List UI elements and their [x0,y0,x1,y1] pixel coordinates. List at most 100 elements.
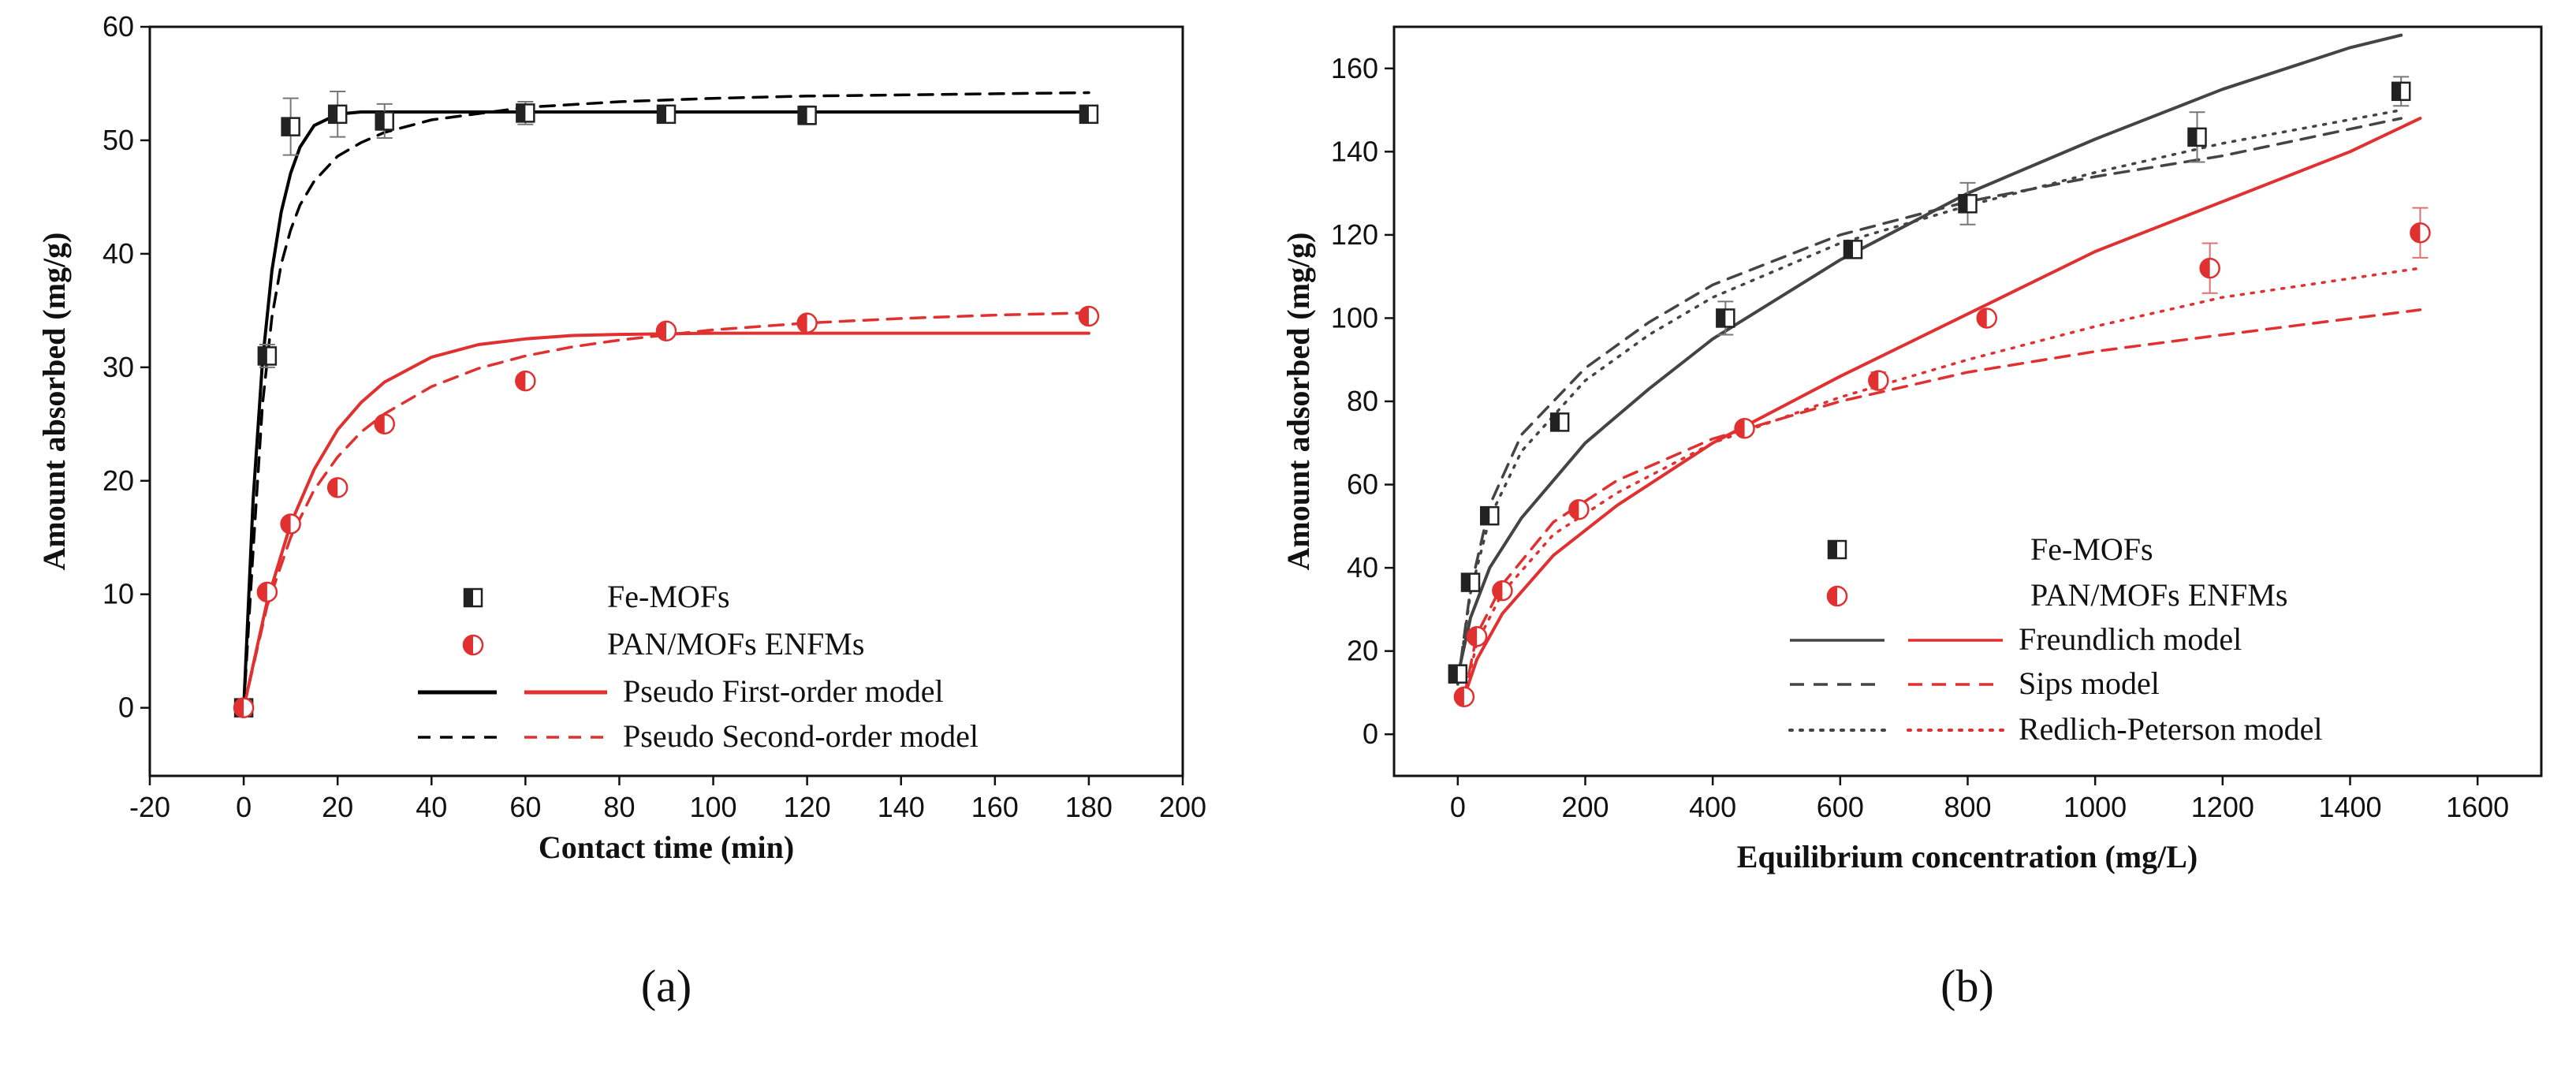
chart-b-xtick-label: 1200 [2191,791,2254,823]
legend-b-symbol-pan-mofs [1826,585,1848,607]
chart-a-point-fe-mofs [327,104,348,125]
legend-a-entry-pan-mofs: PAN/MOFs ENFMs [462,626,864,662]
legend-a-symbol-fe-mofs [463,587,483,608]
chart-b-xtick-label: 1000 [2063,791,2127,823]
chart-b-point-fe-mofs [1549,412,1570,432]
legend-a-label-second-order: Pseudo Second-order model [623,718,979,754]
caption-a: (a) [641,960,692,1012]
chart-b-model-dotted-fe-mofs [1456,108,2403,686]
chart-a-ytick-label: 10 [103,578,134,610]
chart-b-point-fe-mofs [2187,127,2207,147]
legend-a-marker-fe-mofs [463,587,483,608]
legend-b-label-pan-mofs: PAN/MOFs ENFMs [2030,577,2287,613]
chart-b-point-pan-mofs [1568,498,1590,520]
chart-a-ytick-label: 50 [103,124,134,156]
chart-b-xtick-label: 600 [1817,791,1864,823]
chart-b-point-pan-mofs [1976,308,1997,329]
chart-b-ytick-label: 40 [1347,551,1378,583]
chart-a-model-dashed-fe-mofs [242,91,1090,710]
chart-b-model-solid-fe-mofs [1456,33,2403,678]
chart-a-point-pan-mofs [280,513,301,535]
chart-b-model-dashed-pan-mofs [1463,308,2422,699]
legend-b-entry-fe-mofs: Fe-MOFs [1827,531,2153,567]
chart-a-point-fe-mofs [516,103,535,123]
chart-b-ytick-label: 0 [1363,718,1378,750]
chart-b-xtick-label: 1600 [2446,791,2509,823]
chart-b-point-pan-mofs [2199,257,2220,279]
chart-b-xtick-label: 400 [1689,791,1736,823]
legend-a-symbol-pan-mofs [462,634,484,656]
chart-a-point-pan-mofs [796,312,818,334]
chart-a-xtick-label: 200 [1159,791,1206,823]
chart-b-ytick-label: 100 [1331,301,1378,334]
chart-b-point-pan-mofs [2410,222,2431,244]
chart-a-xtick-label: 0 [236,791,252,823]
legend-b-entry-pan-mofs: PAN/MOFs ENFMs [1826,577,2287,613]
chart-a-xtick-label: 20 [322,791,353,823]
chart-a-xtick-label: 140 [878,791,925,823]
legend-b-marker-fe-mofs [1827,539,1847,560]
chart-a-point-fe-mofs [1079,104,1099,125]
chart-a: -20 0 20 40 60 80 100 120 140 160 180 200 0 10 20 30 40 5… [36,10,1206,1012]
chart-a-point-fe-mofs [375,111,394,131]
legend-a-label-first-order: Pseudo First-order model [623,673,944,709]
chart-a-xtick-label: 100 [690,791,737,823]
chart-a-xtick-label: 80 [603,791,635,823]
chart-a-xtick-label: 180 [1065,791,1113,823]
chart-b-point-fe-mofs [1843,240,1863,259]
chart-a-point-fe-mofs [257,346,278,366]
legend-a-label-fe-mofs: Fe-MOFs [607,579,730,614]
chart-a-xtick-label: 60 [509,791,541,823]
chart-a-point-fe-mofs [656,104,677,125]
chart-b-ylabel: Amount adsorbed (mg/g) [1281,233,1316,571]
chart-a-ytick-label: 40 [103,237,134,270]
chart-a-model-dashed-pan-mofs [242,311,1090,710]
chart-a-ylabel: Amount absorbed (mg/g) [36,233,72,571]
legend-b-label-fe-mofs: Fe-MOFs [2030,531,2153,567]
chart-b-model-solid-pan-mofs [1462,117,2422,699]
chart-b-point-pan-mofs [1453,686,1475,707]
chart-a-point-pan-mofs [1078,305,1100,327]
chart-b-point-pan-mofs [1466,625,1488,647]
chart-a-frame [148,25,1184,777]
legend-a-label-pan-mofs: PAN/MOFs ENFMs [607,626,864,662]
chart-a-legend: Fe-MOFs PAN/MOFs ENFMs Pseudo First-orde… [418,579,979,754]
chart-b-ytick-label: 60 [1347,468,1378,501]
chart-a-point-pan-mofs [655,320,677,342]
chart-a-ytick-label: 60 [103,10,134,43]
chart-b-point-fe-mofs [1460,572,1481,592]
legend-a-entry-fe-mofs: Fe-MOFs [463,579,730,614]
chart-b-point-pan-mofs [1734,418,1755,439]
chart-b-point-fe-mofs [1958,194,1978,214]
legend-b-marker-pan-mofs [1826,585,1848,607]
chart-b-point-fe-mofs [1448,664,1468,684]
chart-b-point-pan-mofs [1492,580,1513,602]
chart-b-ytick-label: 80 [1347,385,1378,417]
chart-b-ytick-label: 20 [1347,635,1378,667]
legend-b-label-redlich-peterson: Redlich-Peterson model [2019,711,2322,747]
legend-b-label-freundlich: Freundlich model [2019,621,2242,657]
legend-a-entry-second-order: Pseudo Second-order model [418,718,979,754]
chart-b: 0 200 400 600 800 1000 1200 1400 1600 0 20 40 60 80 10… [1281,25,2543,1012]
legend-b-entry-freundlich: Freundlich model [1790,621,2242,657]
chart-b-xtick-label: 800 [1944,791,1991,823]
chart-b-model-dotted-pan-mofs [1463,267,2422,699]
chart-a-point-pan-mofs [326,477,349,498]
chart-b-point-fe-mofs [1480,505,1500,526]
chart-a-model-solid-pan-mofs [242,331,1090,710]
chart-b-xtick-label: 0 [1450,791,1466,823]
chart-a-point-fe-mofs [281,117,300,136]
legend-b-entry-redlich-peterson: Redlich-Peterson model [1788,711,2322,747]
chart-b-point-fe-mofs [1716,308,1735,328]
chart-a-xlabel: Contact time (min) [539,830,794,865]
legend-b-label-sips: Sips model [2019,665,2160,701]
chart-b-xlabel: Equilibrium concentration (mg/L) [1737,839,2198,874]
chart-a-point-pan-mofs [256,581,278,603]
chart-a-xtick-label: 160 [971,791,1019,823]
chart-b-xtick-label: 200 [1561,791,1609,823]
chart-a-xtick-label: 120 [784,791,831,823]
chart-a-ytick-label: 0 [118,692,134,724]
chart-b-legend: Fe-MOFs PAN/MOFs ENFMs Freundlich model … [1788,531,2322,747]
chart-a-ytick-label: 20 [103,464,134,497]
